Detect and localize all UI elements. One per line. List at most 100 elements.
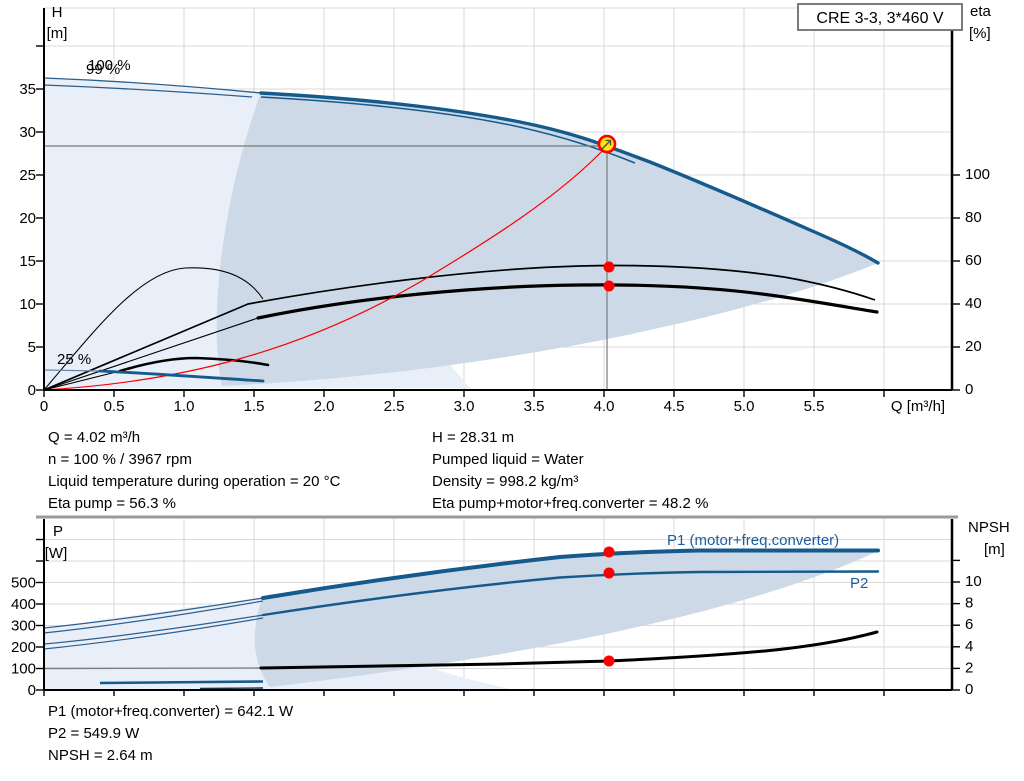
p-axis-unit: [W] [45, 545, 68, 562]
p-tick-label: 100 [11, 661, 36, 678]
h-axis-ticks [36, 45, 44, 391]
p-axis-title: P [53, 523, 63, 540]
eta-pump-marker [603, 261, 615, 273]
h-axis-unit: [m] [47, 25, 68, 42]
eta-axis-title: eta [970, 3, 992, 20]
h-tick-label: 15 [19, 253, 36, 270]
system-curve [43, 145, 608, 391]
info-line: Liquid temperature during operation = 20… [48, 473, 341, 490]
q-tick-label: 2.5 [384, 398, 405, 415]
npsh-marker [603, 655, 615, 667]
p-tick-label: 500 [11, 575, 36, 592]
eta-axis-ticks [952, 174, 960, 391]
npsh-tick-label: 2 [965, 659, 973, 676]
info-line: Eta pump = 56.3 % [48, 495, 176, 512]
title-box: CRE 3-3, 3*460 V [797, 3, 963, 31]
info-line: H = 28.31 m [432, 429, 515, 446]
speed-25-label: 25 % [57, 351, 91, 368]
eta-total-100-curve [256, 283, 879, 320]
q-tick-label: 3.5 [524, 398, 545, 415]
q-axis-ticks [43, 390, 885, 397]
p-tick-label: 300 [11, 618, 36, 635]
duty-info-right: H = 28.31 m Pumped liquid = Water Densit… [432, 427, 708, 515]
p2-25-segment [199, 687, 264, 690]
p-tick-label: 0 [28, 682, 36, 699]
h-axis-title: H [52, 4, 63, 21]
p2-curve-label: P2 [850, 575, 868, 592]
eta-axis-unit: [%] [969, 25, 991, 42]
speed-100-label: 100 % [88, 57, 131, 74]
eta-tick-label: 60 [965, 252, 982, 269]
h-tick-label: 0 [28, 382, 36, 399]
eta-tick-label: 80 [965, 209, 982, 226]
q-tick-label: 1.5 [244, 398, 265, 415]
eta-tick-label: 20 [965, 338, 982, 355]
h-tick-label: 35 [19, 81, 36, 98]
info-line: P2 = 549.9 W [48, 725, 140, 742]
eta-total-marker [603, 280, 615, 292]
h-curve-99-thin [43, 84, 253, 98]
p-tick-label: 200 [11, 639, 36, 656]
p1-25-segment [99, 680, 264, 685]
npsh-tick-label: 6 [965, 616, 973, 633]
eta-tick-label: 40 [965, 295, 982, 312]
eta-total-25-lead [43, 370, 121, 391]
info-line: Eta pump+motor+freq.converter = 48.2 % [432, 495, 709, 512]
p1-thin-lines [43, 597, 264, 634]
h-tick-label: 30 [19, 124, 36, 141]
npsh-thin-line [43, 667, 262, 670]
pump-title: CRE 3-3, 3*460 V [816, 10, 944, 27]
info-line: Q = 4.02 m³/h [48, 429, 141, 446]
power-envelope-dark-region [254, 549, 878, 687]
q-axis-title: Q [m³/h] [891, 398, 945, 415]
duty-info-left: Q = 4.02 m³/h n = 100 % / 3967 rpm Liqui… [48, 427, 340, 515]
info-line: NPSH = 2.64 m [48, 747, 153, 764]
q-tick-label: 2.0 [314, 398, 335, 415]
q-tick-label: 0 [40, 398, 48, 415]
envelope-dark-region [216, 92, 879, 386]
p1-marker [603, 546, 615, 558]
q-tick-label: 4.5 [664, 398, 685, 415]
q-tick-label: 1.0 [174, 398, 195, 415]
h-curve-100-thin [43, 77, 262, 94]
npsh-axis-title: NPSH [968, 519, 1010, 536]
p2-marker [603, 567, 615, 579]
operating-point-marker[interactable] [597, 134, 617, 154]
eta-total-100-lead [43, 317, 259, 391]
info-line: P1 (motor+freq.converter) = 642.1 W [48, 703, 294, 720]
h-curve-25-thick [98, 369, 265, 383]
h-curve-100-thick [259, 91, 880, 265]
eta-tick-label: 100 [965, 166, 990, 183]
p2-thin-lines [43, 614, 264, 650]
h-curve-99-thick [260, 96, 636, 164]
info-line: Density = 998.2 kg/m³ [432, 473, 579, 490]
q-tick-label: 5.0 [734, 398, 755, 415]
p-axis-ticks [36, 538, 44, 691]
bottom-q-ticks [43, 690, 885, 696]
h-tick-label: 10 [19, 296, 36, 313]
info-line: n = 100 % / 3967 rpm [48, 451, 192, 468]
q-tick-label: 5.5 [804, 398, 825, 415]
q-tick-label: 3.0 [454, 398, 475, 415]
q-tick-label: 4.0 [594, 398, 615, 415]
eta-total-25-curve [118, 356, 270, 373]
top-axes [43, 8, 954, 391]
power-info: P1 (motor+freq.converter) = 642.1 W P2 =… [48, 701, 293, 767]
bottom-chart: 0 100 200 300 400 500 0 2 4 6 8 10 P [W]… [11, 515, 1010, 699]
speed-99-label: 99 % [86, 61, 120, 78]
eta-pump-25-curve [43, 267, 264, 391]
p-tick-label: 400 [11, 596, 36, 613]
h-tick-label: 5 [28, 339, 36, 356]
npsh-axis-ticks [952, 559, 960, 691]
npsh-tick-label: 8 [965, 595, 973, 612]
npsh-tick-label: 0 [965, 681, 973, 698]
npsh-tick-label: 4 [965, 638, 973, 655]
p1-curve-label: P1 (motor+freq.converter) [667, 532, 839, 549]
eta-tick-label: 0 [965, 381, 973, 398]
npsh-tick-label: 10 [965, 573, 982, 590]
h-tick-label: 20 [19, 210, 36, 227]
info-line: Pumped liquid = Water [432, 451, 584, 468]
eta-pump-100-curve [43, 264, 876, 391]
